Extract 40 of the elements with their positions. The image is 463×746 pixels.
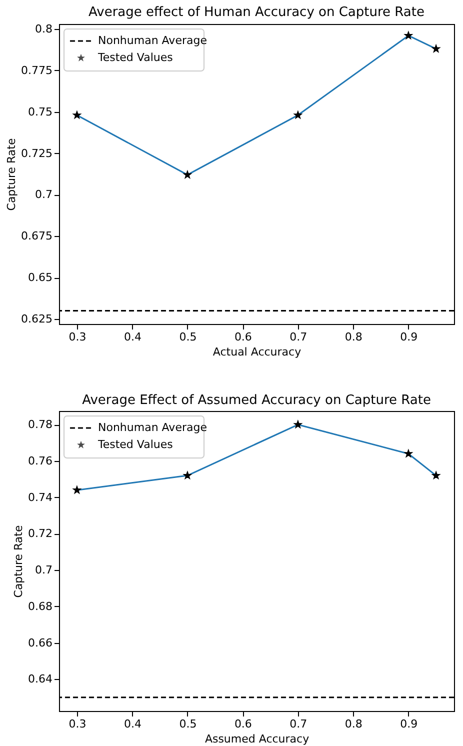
y-tick-label: 0.675 bbox=[21, 230, 52, 243]
x-tick-label: 0.8 bbox=[344, 330, 362, 344]
y-tick-label: 0.68 bbox=[28, 600, 52, 613]
chart-title: Average Effect of Assumed Accuracy on Capture Rate bbox=[82, 393, 431, 408]
x-tick-label: 0.6 bbox=[234, 330, 252, 344]
y-tick-label: 0.74 bbox=[28, 490, 52, 504]
legend-label: Nonhuman Average bbox=[98, 34, 208, 47]
y-tick-label: 0.65 bbox=[28, 271, 52, 284]
y-tick-label: 0.75 bbox=[28, 105, 52, 118]
chart-title: Average effect of Human Accuracy on Capture Rate bbox=[88, 4, 424, 20]
x-tick-label: 0.4 bbox=[124, 718, 142, 730]
x-tick-label: 0.7 bbox=[290, 718, 308, 730]
y-tick-label: 0.72 bbox=[28, 527, 52, 540]
legend-label: Tested Values bbox=[97, 438, 174, 451]
y-tick-label: 0.725 bbox=[21, 146, 52, 160]
y-tick-label: 0.64 bbox=[28, 672, 52, 686]
x-tick-label: 0.6 bbox=[234, 718, 252, 730]
y-tick-label: 0.8 bbox=[35, 22, 52, 36]
x-tick-label: 0.3 bbox=[68, 718, 86, 730]
y-tick-label: 0.7 bbox=[35, 564, 52, 577]
y-tick-label: 0.625 bbox=[21, 312, 52, 326]
x-tick-label: 0.8 bbox=[344, 718, 362, 730]
legend-label: Tested Values bbox=[97, 51, 174, 64]
y-tick-label: 0.66 bbox=[28, 636, 52, 650]
x-tick-label: 0.7 bbox=[290, 330, 308, 344]
x-tick-label: 0.9 bbox=[400, 330, 418, 344]
y-axis-title: Capture Rate bbox=[5, 138, 18, 211]
y-tick-label: 0.775 bbox=[21, 64, 52, 77]
x-tick-label: 0.4 bbox=[124, 330, 142, 344]
y-tick-label: 0.76 bbox=[28, 454, 52, 468]
legend-label: Nonhuman Average bbox=[98, 421, 208, 434]
x-tick-label: 0.3 bbox=[68, 330, 86, 344]
y-tick-label: 0.78 bbox=[28, 418, 52, 432]
x-tick-label: 0.5 bbox=[179, 330, 197, 344]
x-axis-title: Assumed Accuracy bbox=[204, 732, 310, 746]
x-tick-label: 0.5 bbox=[179, 718, 197, 730]
y-axis-title: Capture Rate bbox=[12, 525, 26, 598]
x-tick-label: 0.9 bbox=[400, 718, 418, 730]
y-tick-label: 0.7 bbox=[35, 188, 52, 202]
x-axis-title: Actual Accuracy bbox=[212, 346, 302, 358]
